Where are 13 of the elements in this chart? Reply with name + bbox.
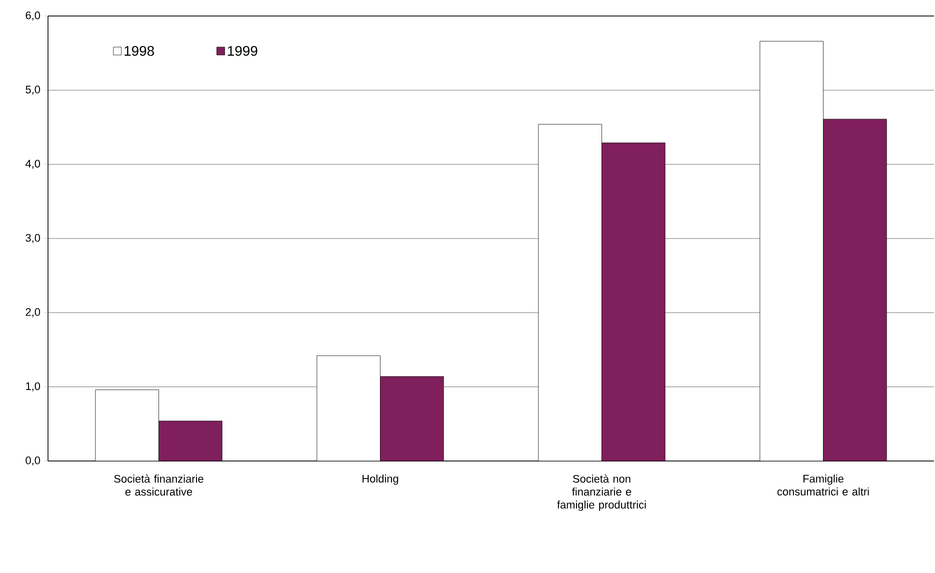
legend-label: 1999 xyxy=(228,46,258,56)
y-tick-label: 5,0 xyxy=(26,86,40,95)
y-tick-label: 4,0 xyxy=(25,160,40,169)
legend-label: 1998 xyxy=(124,46,154,56)
x-tick-label: Famiglie consumatrici e altri xyxy=(777,474,869,496)
x-tick-label: Holding xyxy=(362,474,398,485)
x-tick-label: Società non finanziarie e famiglie produttrici xyxy=(557,474,646,511)
y-tick-label: 1,0 xyxy=(26,382,40,392)
y-tick-label: 0,0 xyxy=(26,456,40,466)
x-tick-label: Società finanziarie e assicurative xyxy=(114,474,204,496)
y-tick-label: 6,0 xyxy=(26,11,40,21)
y-tick-label: 2,0 xyxy=(26,308,40,318)
y-tick-label: 3,0 xyxy=(26,234,40,244)
